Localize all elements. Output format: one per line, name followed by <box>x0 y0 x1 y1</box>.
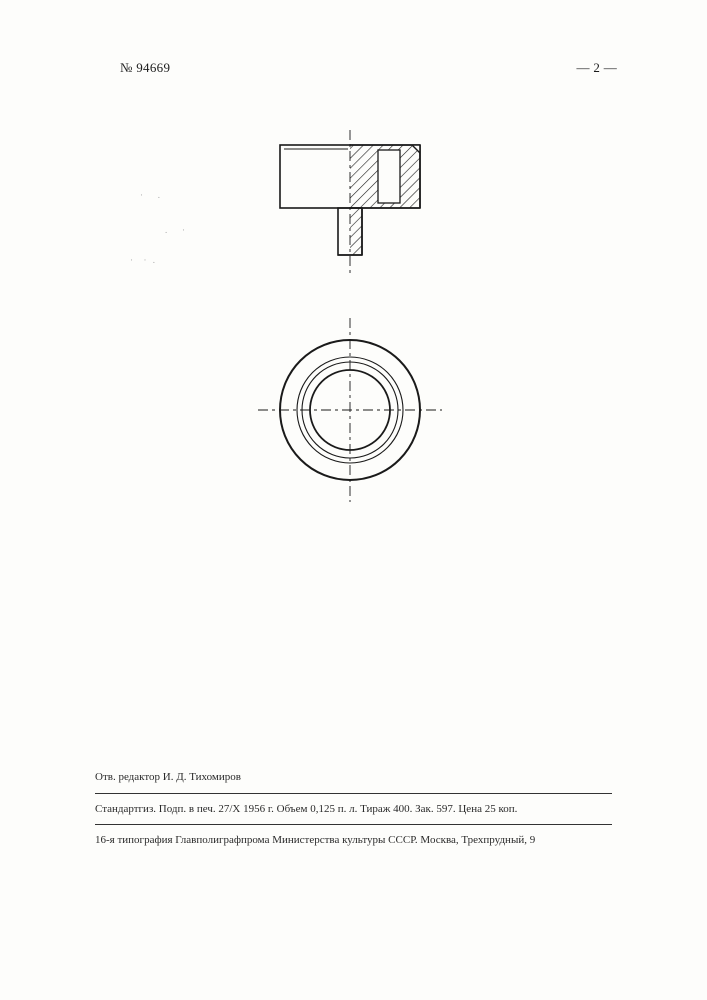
page: · . . · · · . № 94669 — 2 — <box>0 0 707 1000</box>
drawing-svg <box>200 120 500 520</box>
footer-rule <box>95 793 612 794</box>
plan-view <box>258 318 442 502</box>
technical-drawing <box>200 120 500 520</box>
page-header: № 94669 — 2 — <box>120 60 617 76</box>
imprint-line: Стандартгиз. Подп. в печ. 27/X 1956 г. О… <box>95 797 612 822</box>
scan-noise: · · . <box>130 255 157 265</box>
imprint-block: Отв. редактор И. Д. Тихомиров Стандартги… <box>95 765 612 853</box>
scan-noise: · . <box>140 190 162 200</box>
editor-line: Отв. редактор И. Д. Тихомиров <box>95 765 612 790</box>
footer-rule <box>95 824 612 825</box>
socket-bore <box>378 150 400 203</box>
scan-noise: . · <box>165 225 187 235</box>
section-view <box>280 130 420 275</box>
document-number: № 94669 <box>120 60 170 76</box>
page-number: — 2 — <box>577 60 618 76</box>
printer-line: 16-я типография Главполиграфпрома Минист… <box>95 828 612 853</box>
